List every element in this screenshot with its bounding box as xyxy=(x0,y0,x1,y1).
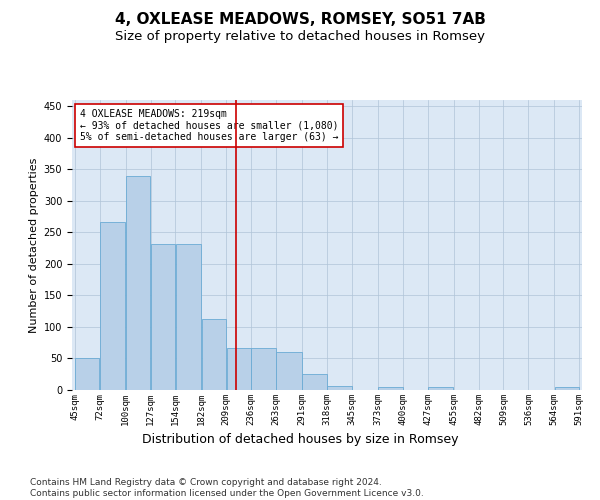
Bar xyxy=(327,386,352,390)
Bar xyxy=(251,348,276,390)
Bar xyxy=(277,352,302,390)
Text: Distribution of detached houses by size in Romsey: Distribution of detached houses by size … xyxy=(142,432,458,446)
Text: 4 OXLEASE MEADOWS: 219sqm
← 93% of detached houses are smaller (1,080)
5% of sem: 4 OXLEASE MEADOWS: 219sqm ← 93% of detac… xyxy=(80,108,338,142)
Bar xyxy=(176,244,201,390)
Bar xyxy=(554,387,579,390)
Text: 4, OXLEASE MEADOWS, ROMSEY, SO51 7AB: 4, OXLEASE MEADOWS, ROMSEY, SO51 7AB xyxy=(115,12,485,28)
Bar xyxy=(428,387,454,390)
Bar xyxy=(202,319,226,390)
Bar xyxy=(100,222,125,390)
Bar xyxy=(378,387,403,390)
Text: Contains HM Land Registry data © Crown copyright and database right 2024.
Contai: Contains HM Land Registry data © Crown c… xyxy=(30,478,424,498)
Bar xyxy=(151,244,175,390)
Bar xyxy=(227,348,251,390)
Bar xyxy=(126,176,150,390)
Y-axis label: Number of detached properties: Number of detached properties xyxy=(29,158,40,332)
Bar xyxy=(302,374,327,390)
Bar xyxy=(75,358,100,390)
Text: Size of property relative to detached houses in Romsey: Size of property relative to detached ho… xyxy=(115,30,485,43)
